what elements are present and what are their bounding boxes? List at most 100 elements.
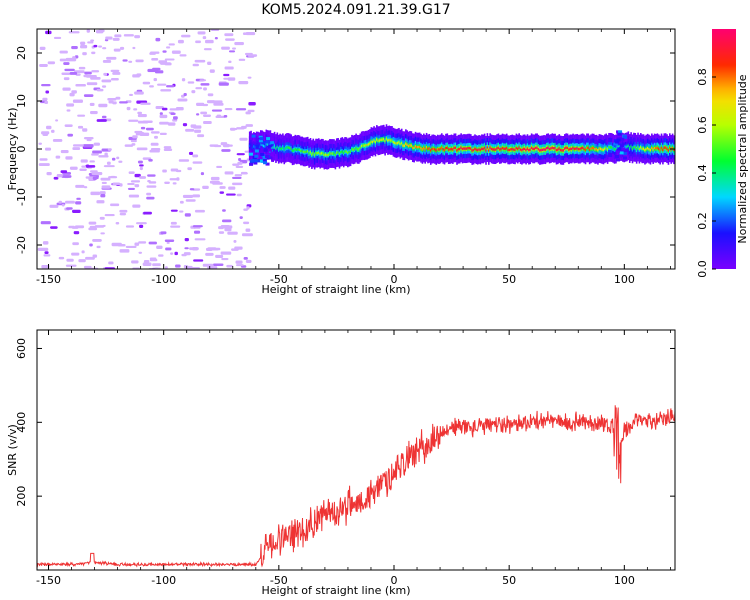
- spectrogram-noise-cell: [245, 259, 252, 263]
- spectrogram-noise-cell: [218, 82, 229, 86]
- spectrogram-noise-cell: [165, 247, 172, 251]
- spectrogram-ridge-cell: [349, 150, 352, 153]
- spectrogram-ridge-cell: [291, 149, 294, 152]
- spectrogram-ridge-cell: [638, 147, 641, 151]
- spectrogram-noise-cell: [168, 43, 175, 46]
- spectrogram-ridge-cell: [405, 142, 407, 145]
- spectrogram-noise-cell: [205, 247, 213, 251]
- spectrogram-noise-cell: [89, 102, 95, 107]
- spectrogram-noise-cell: [170, 112, 176, 116]
- spectrogram-ridge-cell: [522, 147, 525, 151]
- spectrogram-noise-cell: [135, 131, 145, 136]
- spectrogram-ridge-cell: [373, 139, 375, 142]
- spectrogram-ridge-cell: [387, 139, 389, 142]
- spectrogram-noise-cell: [140, 102, 151, 105]
- spectrogram-noise-cell: [60, 170, 68, 174]
- spectrogram-noise-cell: [77, 114, 86, 117]
- spectrogram-noise-cell: [176, 177, 180, 181]
- spectrogram-noise-cell: [175, 169, 182, 173]
- spectrogram-noise-cell: [159, 121, 169, 125]
- spectrogram-onset-cell: [263, 161, 268, 165]
- spectrogram-noise-cell: [88, 221, 97, 225]
- spectrogram-ridge-cell: [290, 147, 292, 150]
- spectrogram-ridge-cell: [371, 140, 374, 144]
- spectrogram-ridge-cell: [546, 146, 548, 150]
- spectrogram-ridge-cell: [363, 144, 366, 147]
- spectrogram-noise-cell: [202, 36, 207, 40]
- spectrogram-noise-cell: [189, 188, 195, 191]
- spectrogram-noise-cell: [50, 226, 58, 229]
- spectrogram-ridge-cell: [329, 152, 331, 155]
- spectrogram-noise-cell: [65, 200, 75, 204]
- spectrogram-noise-cell: [157, 83, 167, 86]
- spectrogram-noise-cell: [192, 188, 201, 191]
- spectrogram-noise-cell: [185, 128, 195, 132]
- spectrogram-noise-cell: [170, 221, 177, 225]
- spectrogram-noise-cell: [115, 96, 121, 100]
- spectrogram-noise-cell: [103, 72, 108, 76]
- spectrogram-noise-cell: [86, 74, 97, 78]
- spectrogram-noise-cell: [174, 251, 178, 256]
- spectrogram-noise-cell: [194, 238, 206, 241]
- spectrogram-noise-cell: [63, 77, 70, 81]
- spectrogram-ridge-cell: [576, 147, 579, 150]
- spectrogram-ridge-cell: [494, 148, 497, 151]
- spectrogram-ridge-cell: [656, 146, 659, 149]
- spectrogram-ridge-cell: [507, 148, 509, 152]
- spectrogram-ridge-cell: [516, 147, 519, 151]
- spectrogram-onset-cell: [265, 140, 270, 144]
- spectrogram-ridge-cell: [595, 148, 598, 151]
- spectrogram-ridge-cell: [335, 151, 338, 154]
- spectrogram-noise-cell: [175, 264, 181, 268]
- spectrogram-ridge-cell: [265, 142, 268, 146]
- spectrogram-ridge-cell: [304, 150, 306, 154]
- spectrogram-noise-cell: [202, 103, 209, 107]
- spectrogram-noise-cell: [194, 59, 206, 63]
- spectrogram-ridge-cell: [295, 148, 298, 152]
- spectrogram-noise-cell: [216, 165, 223, 169]
- spectrogram-ridge-cell: [489, 146, 491, 149]
- spectrogram-noise-cell: [228, 186, 236, 190]
- spectrogram-noise-cell: [210, 176, 220, 181]
- spectrogram-noise-cell: [155, 106, 164, 110]
- spectrogram-ridge-cell: [344, 150, 346, 153]
- spectrogram-ridge-cell: [539, 149, 541, 152]
- spectrogram-noise-cell: [99, 191, 106, 195]
- spectrogram-ridge-cell: [370, 140, 373, 143]
- spectrogram-ridge-cell: [300, 149, 302, 153]
- spectrogram-ridge-cell: [414, 145, 417, 148]
- spectrogram-ridge-cell: [439, 147, 442, 151]
- spectrogram-noise-cell: [206, 100, 215, 104]
- spectrogram-ridge-cell: [324, 153, 327, 156]
- spectrogram-noise-cell: [164, 266, 168, 269]
- spectrogram-noise-cell: [245, 111, 251, 115]
- spectrogram-ridge-cell: [266, 143, 269, 146]
- spectrogram-ridge-cell: [380, 138, 382, 142]
- spectrogram-noise-cell: [224, 66, 234, 70]
- spectrogram-ridge-cell: [284, 147, 287, 150]
- spectrogram-noise-cell: [163, 148, 173, 152]
- spectrogram-noise-cell: [152, 67, 161, 71]
- spectrogram-ridge-cell: [591, 146, 594, 150]
- spectrogram-noise-cell: [41, 265, 50, 269]
- spectrogram-ridge-cell: [298, 148, 301, 152]
- spectrogram-ridge-cell: [659, 148, 661, 152]
- spectrogram-ridge-cell: [634, 146, 637, 149]
- spectrogram-noise-cell: [96, 119, 107, 122]
- spectrogram-ridge-cell: [425, 146, 428, 149]
- spectrogram-noise-cell: [117, 244, 126, 247]
- spectrogram-ridge-cell: [305, 150, 308, 153]
- spectrogram-noise-cell: [149, 149, 160, 153]
- spectrogram-ridge-cell: [511, 147, 514, 151]
- spectrogram-cells: [37, 29, 675, 269]
- spectrogram-noise-cell: [110, 175, 116, 179]
- spectrogram-noise-cell: [104, 39, 109, 42]
- spectrogram-ridge-cell: [550, 147, 552, 150]
- spectrogram-noise-cell: [145, 127, 154, 131]
- spectrogram-noise-cell: [69, 166, 78, 170]
- spectrogram-noise-cell: [218, 231, 225, 234]
- spectrogram-spike-cell: [622, 152, 627, 156]
- spectrogram-ridge-cell: [294, 148, 297, 151]
- spectrogram-noise-cell: [181, 34, 191, 38]
- spectrogram-ridge-cell: [395, 142, 397, 145]
